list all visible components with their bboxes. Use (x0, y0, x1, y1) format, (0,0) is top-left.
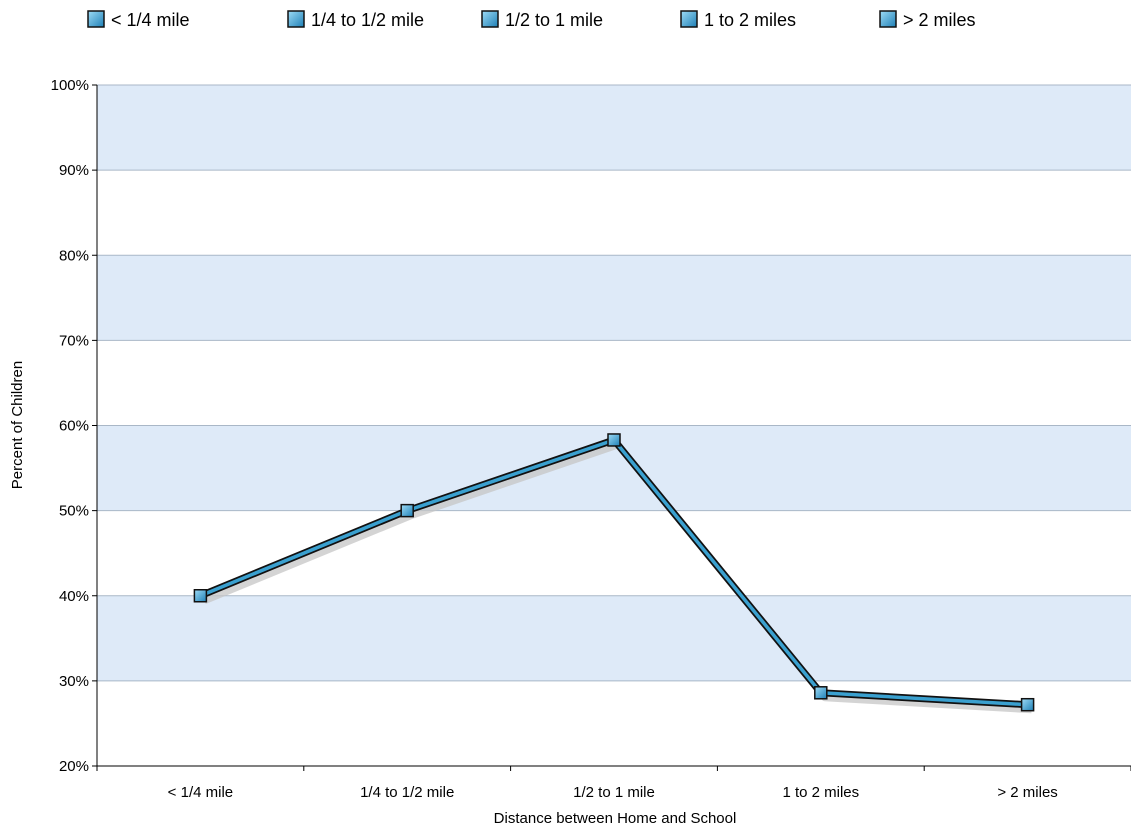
gridlines (97, 84, 1131, 682)
x-tick-label: 1/4 to 1/2 mile (360, 784, 454, 801)
data-point (607, 433, 621, 447)
y-axis-ticks: 20% 30% 40% 50% 60% 70% 80% 90% 100% (51, 77, 97, 775)
data-point (814, 686, 828, 700)
x-tick-label: 1/2 to 1 mile (573, 784, 655, 801)
data-point (1020, 697, 1035, 712)
background-band (97, 85, 1131, 171)
y-tick-label: 20% (59, 758, 89, 775)
data-point (193, 589, 208, 603)
y-tick-label: 40% (59, 588, 89, 605)
legend-item: 1 to 2 miles (680, 10, 796, 30)
background-band (97, 255, 1131, 341)
legend-swatch (481, 10, 499, 28)
y-tick-label: 70% (59, 332, 89, 349)
legend-swatch (87, 10, 105, 28)
legend-swatch (287, 10, 305, 28)
y-tick-label: 90% (59, 162, 89, 179)
background-bands (97, 85, 1131, 681)
x-axis-title: Distance between Home and School (494, 810, 737, 827)
data-markers (193, 433, 1035, 712)
x-tick-label: 1 to 2 miles (782, 784, 859, 801)
data-point (400, 503, 414, 518)
y-tick-label: 100% (51, 77, 89, 94)
y-tick-label: 30% (59, 673, 89, 690)
legend-label: > 2 miles (903, 10, 976, 30)
legend-item: > 2 miles (879, 10, 976, 30)
legend-item: < 1/4 mile (87, 10, 190, 30)
legend-item: 1/4 to 1/2 mile (287, 10, 424, 30)
y-axis-title: Percent of Children (9, 361, 26, 489)
legend-label: 1/4 to 1/2 mile (311, 10, 424, 30)
legend-swatch (879, 10, 897, 28)
x-axis-ticks: < 1/4 mile 1/4 to 1/2 mile 1/2 to 1 mile 1 … (96, 766, 1131, 801)
legend-label: 1/2 to 1 mile (505, 10, 603, 30)
legend-label: < 1/4 mile (111, 10, 190, 30)
x-tick-label: > 2 miles (997, 784, 1057, 801)
legend-label: 1 to 2 miles (704, 10, 796, 30)
y-tick-label: 60% (59, 418, 89, 435)
x-tick-label: < 1/4 mile (168, 784, 233, 801)
legend: < 1/4 mile 1/4 to 1/2 mile 1/2 to 1 mile 1 … (87, 10, 976, 30)
background-band (97, 595, 1131, 681)
plot-area: 20% 30% 40% 50% 60% 70% 80% 90% 100% < 1/4 mile 1… (51, 77, 1131, 801)
legend-swatch (680, 10, 698, 28)
y-tick-label: 80% (59, 247, 89, 264)
y-tick-label: 50% (59, 503, 89, 520)
legend-item: 1/2 to 1 mile (481, 10, 603, 30)
